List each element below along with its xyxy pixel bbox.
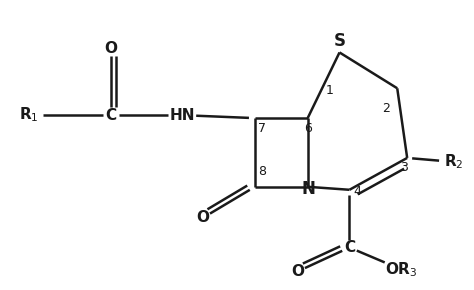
Text: 3: 3	[400, 162, 408, 174]
Text: S: S	[334, 32, 346, 50]
Text: C: C	[105, 108, 116, 123]
Text: 1: 1	[326, 84, 334, 97]
Text: C: C	[344, 240, 355, 255]
Text: O: O	[291, 264, 304, 279]
Text: R$_1$: R$_1$	[19, 106, 39, 124]
Text: 2: 2	[383, 102, 390, 115]
Text: R$_2$: R$_2$	[444, 153, 464, 171]
Text: 6: 6	[304, 122, 311, 135]
Text: OR$_3$: OR$_3$	[385, 260, 418, 279]
Text: N: N	[302, 180, 316, 198]
Text: 4: 4	[354, 185, 361, 198]
Text: O: O	[104, 41, 117, 56]
Text: O: O	[197, 210, 210, 225]
Text: 8: 8	[258, 165, 266, 178]
Text: HN: HN	[170, 108, 195, 123]
Text: 7: 7	[258, 122, 266, 135]
